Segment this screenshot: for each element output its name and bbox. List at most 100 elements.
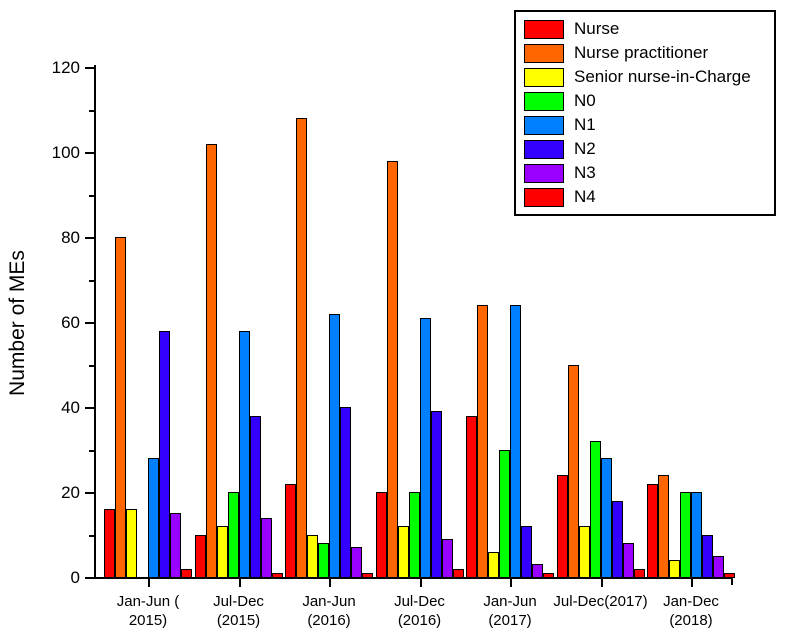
x-tick-label: Jan-Jun (2017) (450, 592, 570, 630)
legend-swatch-senior-nurse-in-charge (524, 67, 564, 87)
bar-senior-nurse-in-charge-g6 (578, 526, 590, 578)
legend-swatch-nurse (524, 19, 564, 39)
bar-n3-g7 (713, 555, 724, 578)
x-tick-label-line: Jan-Dec (663, 593, 719, 610)
legend-item: Nurse (524, 17, 766, 41)
legend-swatch-n3 (524, 163, 564, 183)
bar-nurse-g4 (375, 492, 387, 578)
x-major-tick (691, 579, 693, 587)
y-major-tick (85, 577, 94, 579)
legend-label: Nurse (574, 19, 620, 38)
bar-n2-g1 (159, 330, 170, 578)
y-minor-tick (89, 364, 94, 367)
bar-n2-g2 (249, 415, 261, 578)
bar-nurse-g6 (556, 475, 568, 578)
bar-senior-nurse-in-charge-g7 (669, 560, 680, 578)
y-major-tick (85, 322, 94, 324)
bar-n1-g7 (691, 492, 702, 578)
bar-senior-nurse-in-charge-g3 (307, 534, 318, 578)
y-tick-label: 60 (61, 313, 80, 332)
y-major-tick (85, 152, 94, 154)
bar-n3-g6 (622, 543, 634, 578)
legend-swatch-n1 (524, 115, 564, 135)
legend-label: N1 (574, 115, 596, 134)
x-tick-label-line: (2017) (488, 612, 532, 629)
bar-n3-g5 (532, 564, 543, 578)
bar-nurse-practitioner-g2 (205, 143, 217, 578)
bar-senior-nurse-in-charge-g4 (397, 526, 409, 578)
bar-nurse-g3 (285, 483, 296, 578)
y-minor-tick (89, 534, 94, 537)
bar-n0-g2 (227, 492, 239, 578)
legend-item: N1 (524, 113, 766, 137)
bar-n3-g1 (170, 513, 181, 578)
legend: Nurse Nurse practitioner Senior nurse-in-C… (514, 10, 776, 216)
x-tick-label-line: (2018) (669, 612, 713, 629)
y-tick-label: 0 (70, 568, 80, 587)
x-tick-label: Jan-Jun (2016) (269, 592, 389, 630)
bar-n1-g3 (329, 313, 340, 578)
y-major-tick (85, 492, 94, 494)
x-major-tick (419, 579, 422, 587)
bar-n3-g4 (441, 538, 453, 578)
x-tick-label-line: Jan-Jun ( (116, 593, 180, 610)
bar-n2-g4 (430, 411, 442, 578)
legend-swatch-n2 (524, 139, 564, 159)
x-tick-label-line: Jul-Dec (213, 593, 264, 610)
y-tick-label: 120 (51, 58, 80, 77)
x-axis-line (94, 577, 733, 579)
bar-n4-g6 (633, 568, 645, 578)
x-axis-end-tick (731, 579, 733, 585)
bar-n2-g5 (521, 526, 532, 578)
legend-label: N2 (574, 139, 596, 158)
legend-label: Senior nurse-in-Charge (574, 67, 751, 86)
bar-nurse-practitioner-g5 (477, 305, 488, 578)
bar-nurse-g1 (104, 509, 115, 578)
bar-n1-g2 (238, 330, 250, 578)
bar-n4-g7 (724, 572, 735, 578)
bar-n4-g4 (452, 568, 464, 578)
bar-nurse-g2 (194, 534, 206, 578)
bar-n0-g3 (318, 543, 329, 578)
legend-swatch-nurse-practitioner (524, 43, 564, 63)
bar-n0-g6 (589, 441, 601, 578)
y-axis-line (94, 65, 96, 579)
y-minor-tick (89, 449, 94, 452)
bar-senior-nurse-in-charge-g2 (216, 526, 228, 578)
legend-item: Senior nurse-in-Charge (524, 65, 766, 89)
x-major-tick (510, 579, 512, 587)
x-tick-label-line: Jan-Jun (302, 593, 356, 610)
x-major-tick (600, 579, 603, 587)
y-axis-title: Number of MEs (6, 250, 29, 396)
x-tick-label-line: 2015) (128, 612, 168, 629)
bar-n0-g7 (680, 492, 691, 578)
legend-swatch-n4 (524, 187, 564, 207)
bar-nurse-practitioner-g6 (567, 364, 579, 578)
x-tick-label-line: Jul-Dec(2017) (553, 593, 648, 610)
x-tick-label: Jul-Dec (2015) (179, 592, 299, 630)
bar-n4-g2 (271, 572, 283, 578)
y-minor-tick (89, 109, 94, 112)
x-tick-label-line: Jul-Dec (394, 593, 445, 610)
bar-n4-g5 (543, 572, 554, 578)
y-tick-label: 80 (61, 228, 80, 247)
legend-label: Nurse practitioner (574, 43, 709, 62)
y-tick-label: 40 (61, 398, 80, 417)
bar-n3-g3 (351, 547, 362, 578)
x-tick-label-line: Jan-Jun (483, 593, 537, 610)
bar-n1-g5 (510, 305, 521, 578)
bar-nurse-practitioner-g4 (386, 160, 398, 578)
legend-item: N3 (524, 161, 766, 185)
x-tick-label: Jan-Jun ( 2015) (88, 592, 208, 630)
x-major-tick (329, 579, 331, 587)
legend-item: N0 (524, 89, 766, 113)
y-tick-label: 100 (51, 143, 80, 162)
bar-n3-g2 (260, 517, 272, 578)
x-tick-label-line: (2015) (216, 612, 261, 629)
bar-n1-g4 (419, 317, 431, 578)
x-major-tick (238, 579, 241, 587)
legend-item: Nurse practitioner (524, 41, 766, 65)
bar-nurse-practitioner-g3 (296, 118, 307, 578)
bar-nurse-g5 (466, 415, 477, 578)
